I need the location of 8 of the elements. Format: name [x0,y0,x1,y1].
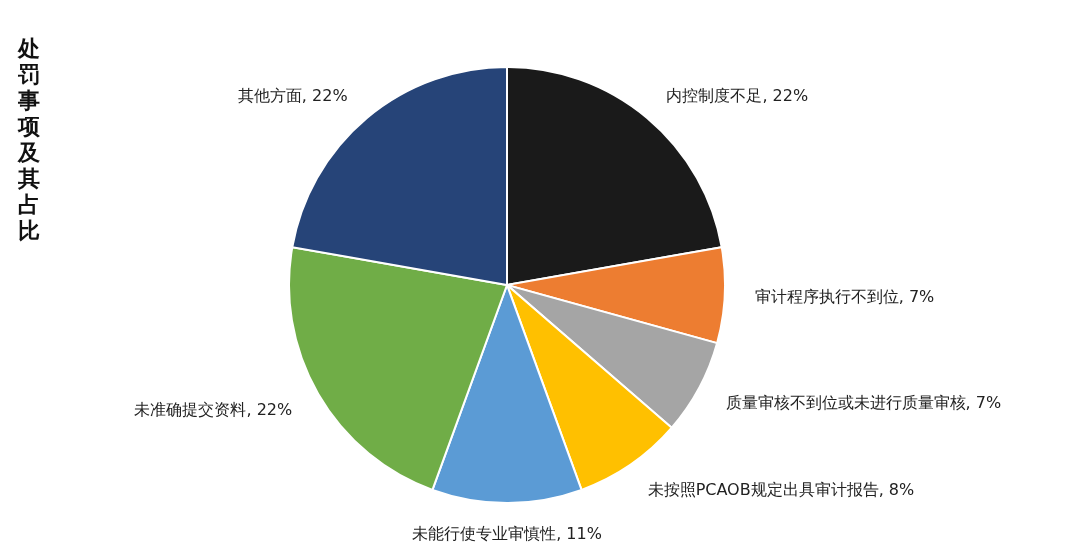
slice-label: 未能行使专业审慎性, 11% [412,523,602,543]
slice-label: 内控制度不足, 22% [666,85,809,105]
slice-label: 审计程序执行不到位, 7% [754,287,935,307]
slice-label: 未按照PCAOB规定出具审计报告, 8% [647,479,915,499]
text: 处罚事项及其占比 [18,36,41,244]
slice-label: 质量审核不到位或未进行质量审核, 7% [725,392,1002,412]
slice-label: 其他方面, 22% [237,85,348,105]
slice-label: 未准确提交资料, 22% [134,399,293,419]
